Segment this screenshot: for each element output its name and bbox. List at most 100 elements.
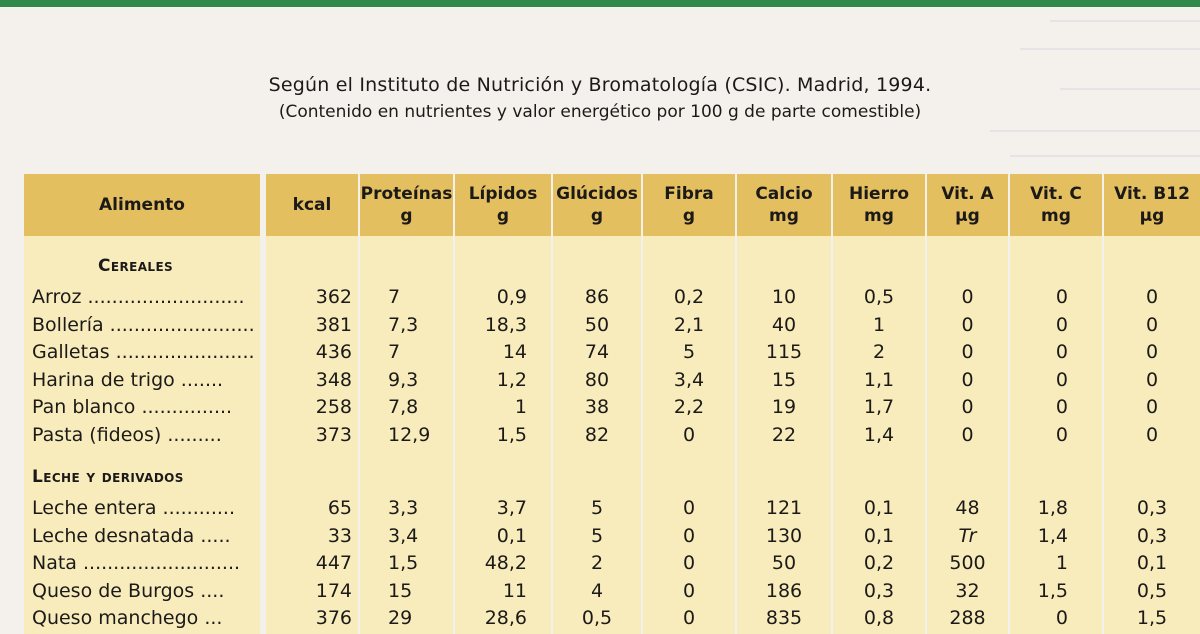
cell-value: 4 xyxy=(590,579,604,602)
food-name: Galletas ......................... xyxy=(32,341,256,363)
column-header-name: Glúcidos xyxy=(556,184,638,204)
cell-value: 0 xyxy=(1145,286,1159,308)
column-header: Hierro mg xyxy=(833,174,925,236)
column-header-name: Proteínas xyxy=(360,184,453,204)
column-header-name: Vit. A xyxy=(941,184,994,204)
column-header: Fibra g xyxy=(643,174,735,236)
cell-value: 2,1 xyxy=(673,313,705,336)
cell-value: 0,8 xyxy=(863,607,895,629)
cell-value: 5 xyxy=(590,524,604,547)
cell-value: 0 xyxy=(1055,423,1068,446)
cell-value: 7,3 xyxy=(388,313,419,336)
cell-value: 2 xyxy=(872,341,886,363)
column-header-name: Vit. B12 xyxy=(1114,184,1190,204)
cell-value: 1 xyxy=(514,396,527,418)
cell-value: 115 xyxy=(765,341,803,363)
cell-value: 32 xyxy=(955,579,980,602)
column-header-unit: g xyxy=(590,206,604,226)
cell-value: 0 xyxy=(1055,341,1068,363)
table-row: Harina de trigo ....... 348 9,3 1,2 80 3,4 15 1… xyxy=(24,367,1200,394)
cell-value: 0,1 xyxy=(863,497,895,519)
cell-value: 5 xyxy=(682,341,696,363)
food-name: Bollería ......................... xyxy=(32,313,256,336)
cell-value: 7 xyxy=(388,286,401,308)
table-row: Nata .......................... 447 1,5 48,… xyxy=(24,550,1200,577)
table-subtitle: (Contenido en nutrientes y valor energét… xyxy=(278,102,922,122)
food-name: Pan blanco ............... xyxy=(32,396,233,418)
table-column: Vit. B12 µg xyxy=(1104,174,1200,634)
cell-value: 0 xyxy=(682,579,696,602)
cell-value: 0 xyxy=(682,552,696,574)
food-name: Pasta (fideos) ......... xyxy=(32,423,222,446)
cell-value: 29 xyxy=(388,607,413,629)
cell-value: 82 xyxy=(584,423,610,446)
cell-value: 0,2 xyxy=(673,286,705,308)
table-column: kcal xyxy=(266,174,358,634)
cell-value: 0 xyxy=(1055,286,1068,308)
cell-value: 0 xyxy=(1145,313,1159,336)
column-header-unit: µg xyxy=(955,206,980,226)
cell-value: 0,3 xyxy=(1136,497,1168,519)
column-header-unit: mg xyxy=(864,206,894,226)
cell-value: 1,5 xyxy=(496,423,527,446)
cell-value: 3,4 xyxy=(673,368,705,391)
table-row: Galletas ......................... 436 7 14… xyxy=(24,339,1200,366)
cell-value: 12,9 xyxy=(388,423,431,446)
cell-value: 2,2 xyxy=(673,396,705,418)
top-green-bar xyxy=(0,0,1200,7)
cell-value: 0 xyxy=(1055,368,1068,391)
cell-value: 0 xyxy=(961,396,974,418)
column-header-name: Vit. C xyxy=(1030,184,1082,204)
cell-value: 0,1 xyxy=(496,524,527,547)
column-header: Alimento xyxy=(24,174,260,236)
cell-value: 1,7 xyxy=(863,396,895,418)
column-header-name: Fibra xyxy=(664,184,714,204)
cell-value: 33 xyxy=(327,524,352,547)
cell-value: 0 xyxy=(1145,396,1159,418)
cell-value: 1,8 xyxy=(1037,497,1068,519)
cell-value: 40 xyxy=(771,313,797,336)
column-header-name: Calcio xyxy=(755,184,813,204)
cell-value: 348 xyxy=(315,368,352,391)
table-row: Queso manchego ... 376 29 28,6 0,5 0 835 0,8 288… xyxy=(24,605,1200,632)
table-row: Bollería ......................... 381 7,3… xyxy=(24,312,1200,339)
cell-value: 174 xyxy=(315,579,352,602)
cell-value: 0,5 xyxy=(581,607,613,629)
cell-value: 11 xyxy=(502,579,527,602)
column-header-name: Hierro xyxy=(848,184,910,204)
table-title: Según el Instituto de Nutrición y Bromat… xyxy=(268,74,932,96)
cell-value: 0 xyxy=(961,368,974,391)
column-header-unit: mg xyxy=(769,206,799,226)
column-header: Vit. B12 µg xyxy=(1104,174,1200,236)
food-name: Nata .......................... xyxy=(32,552,241,574)
cell-value: 0 xyxy=(1145,368,1159,391)
cell-value: 0 xyxy=(1055,313,1068,336)
column-header-unit: g xyxy=(682,206,696,226)
cell-value: 80 xyxy=(584,368,610,391)
cell-value: 500 xyxy=(949,552,986,574)
cell-value: 0,9 xyxy=(496,286,527,308)
cell-value: 373 xyxy=(315,423,352,446)
column-header-name: kcal xyxy=(292,195,332,215)
cell-value: 22 xyxy=(771,423,797,446)
cell-value: Tr xyxy=(958,524,977,547)
cell-value: 18,3 xyxy=(484,313,527,336)
cell-value: 28,6 xyxy=(484,607,527,629)
table-heading: Según el Instituto de Nutrición y Bromat… xyxy=(0,74,1200,122)
column-header-unit: g xyxy=(400,206,413,226)
cell-value: 0,5 xyxy=(1136,579,1168,602)
table-row: Pasta (fideos) ......... 373 12,9 1,5 82 0 22 1… xyxy=(24,422,1200,449)
cell-value: 5 xyxy=(590,497,604,519)
cell-value: 48 xyxy=(955,497,980,519)
cell-value: 1,5 xyxy=(388,552,419,574)
cell-value: 50 xyxy=(584,313,610,336)
cell-value: 1,5 xyxy=(1037,579,1068,602)
cell-value: 0,1 xyxy=(863,524,895,547)
cell-value: 0 xyxy=(1145,341,1159,363)
cell-value: 15 xyxy=(771,368,797,391)
cell-value: 1,5 xyxy=(1136,607,1168,629)
table-row: Arroz .......................... 362 7 0,9 8… xyxy=(24,284,1200,311)
cell-value: 0,3 xyxy=(1136,524,1168,547)
cell-value: 50 xyxy=(771,552,797,574)
